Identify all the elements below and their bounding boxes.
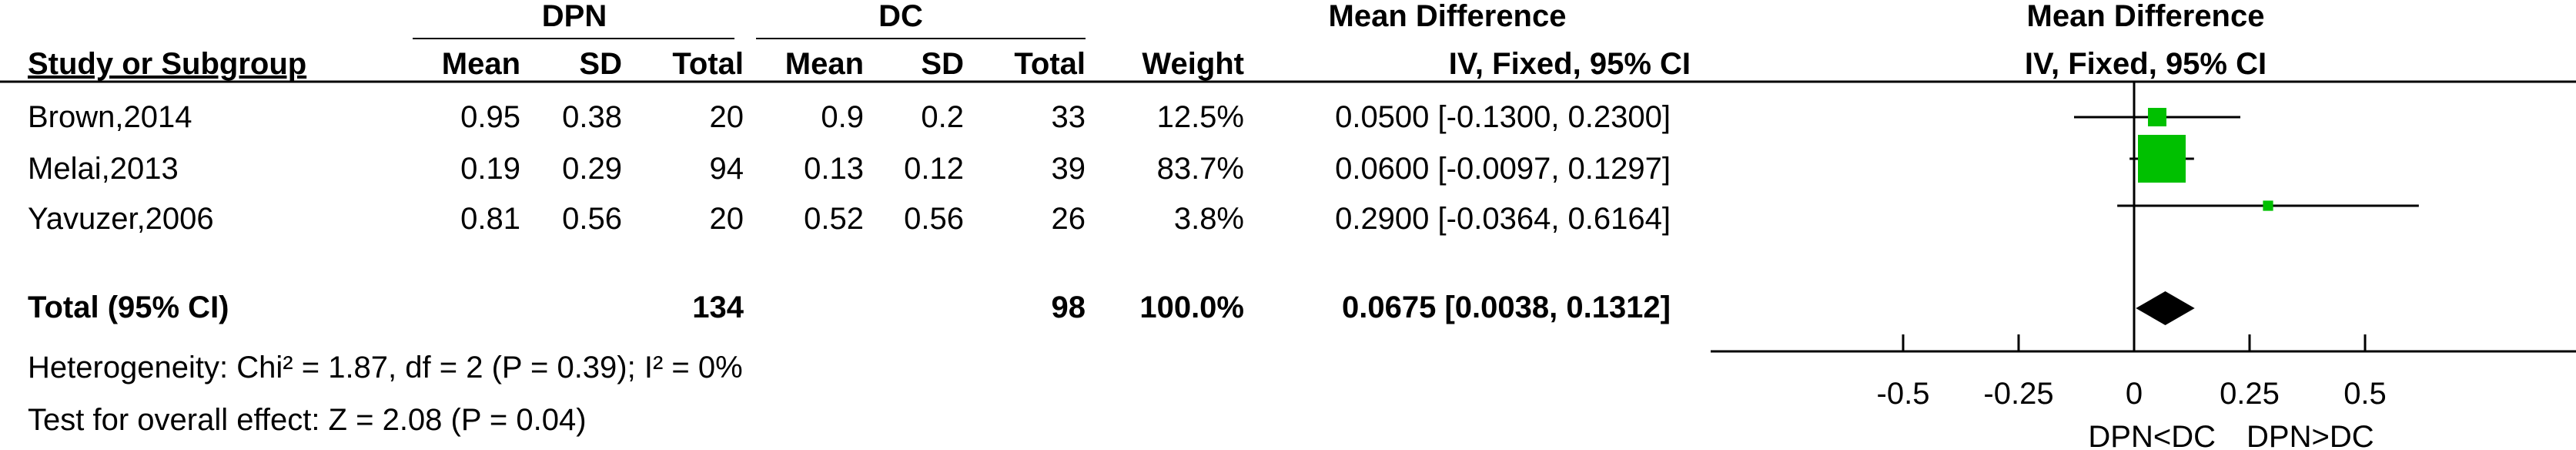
axis-label-right: DPN>DC [2246,420,2374,450]
x-axis-ticks: -0.5 -0.25 0 0.25 0.5 [1877,334,2387,411]
heterogeneity-text: Heterogeneity: Chi² = 1.87, df = 2 (P = … [28,351,743,385]
study-marker [2138,135,2186,183]
study-mean2: 0.52 [804,202,864,236]
study-mean1: 0.19 [460,152,520,186]
study-mean2: 0.9 [821,100,864,134]
study-total1: 20 [710,100,744,134]
col-weight: Weight [1142,47,1244,81]
col-mean1: Mean [442,47,520,81]
md-title: Mean Difference [1329,0,1567,33]
study-name: Melai,2013 [28,152,179,186]
col-sd1: SD [579,47,622,81]
study-total2: 33 [1052,100,1086,134]
col-total1: Total [672,47,744,81]
table-row: Brown,2014 0.95 0.38 20 0.9 0.2 33 12.5% 0.0500 … [28,100,1671,134]
x-tick-label: 0.25 [2220,377,2280,411]
col-mean2: Mean [785,47,864,81]
study-total1: 94 [710,152,744,186]
x-tick-label: -0.5 [1877,377,1930,411]
study-weight: 12.5% [1157,100,1244,134]
col-study: Study or Subgroup [28,47,306,81]
study-mean2: 0.13 [804,152,864,186]
col-md-ci: IV, Fixed, 95% CI [1449,47,1691,81]
total-total2: 98 [1052,290,1086,324]
group1-header: DPN [542,0,607,33]
plot-subtitle: IV, Fixed, 95% CI [2025,47,2267,81]
group2-header: DC [878,0,923,33]
study-weight: 3.8% [1174,202,1244,236]
total-ci: 0.0675 [0.0038, 0.1312] [1342,290,1671,324]
table-row: Yavuzer,2006 0.81 0.56 20 0.52 0.56 26 3.8% 0.29… [28,202,1671,236]
overall-effect-text: Test for overall effect: Z = 2.08 (P = 0… [28,403,587,437]
study-markers [2074,108,2419,211]
study-sd2: 0.12 [904,152,964,186]
x-tick-label: 0 [2126,377,2143,411]
study-mean1: 0.81 [460,202,520,236]
study-marker [2263,200,2273,211]
study-sd1: 0.56 [562,202,622,236]
col-total2: Total [1014,47,1086,81]
study-ci: 0.0600 [-0.0097, 0.1297] [1335,152,1671,186]
study-total2: 39 [1052,152,1086,186]
study-ci: 0.0500 [-0.1300, 0.2300] [1335,100,1671,134]
study-ci: 0.2900 [-0.0364, 0.6164] [1335,202,1671,236]
study-rows: Brown,2014 0.95 0.38 20 0.9 0.2 33 12.5% 0.0500 … [28,100,1671,236]
axis-label-left: DPN<DC [2088,420,2216,450]
study-name: Yavuzer,2006 [28,202,214,236]
study-sd2: 0.56 [904,202,964,236]
study-name: Brown,2014 [28,100,192,134]
study-marker [2148,108,2166,126]
study-total1: 20 [710,202,744,236]
study-total2: 26 [1052,202,1086,236]
total-total1: 134 [692,290,744,324]
study-mean1: 0.95 [460,100,520,134]
x-tick-label: 0.5 [2343,377,2387,411]
study-sd1: 0.38 [562,100,622,134]
plot-title: Mean Difference [2027,0,2265,33]
x-tick-label: -0.25 [1983,377,2053,411]
study-sd1: 0.29 [562,152,622,186]
col-sd2: SD [921,47,964,81]
study-weight: 83.7% [1157,152,1244,186]
pooled-diamond [2136,291,2195,325]
total-label: Total (95% CI) [28,290,229,324]
total-weight: 100.0% [1139,290,1244,324]
table-row: Melai,2013 0.19 0.29 94 0.13 0.12 39 83.7% 0.060… [28,152,1671,186]
study-sd2: 0.2 [921,100,964,134]
forest-graphics: -0.5 -0.25 0 0.25 0.5 [1711,82,2576,411]
